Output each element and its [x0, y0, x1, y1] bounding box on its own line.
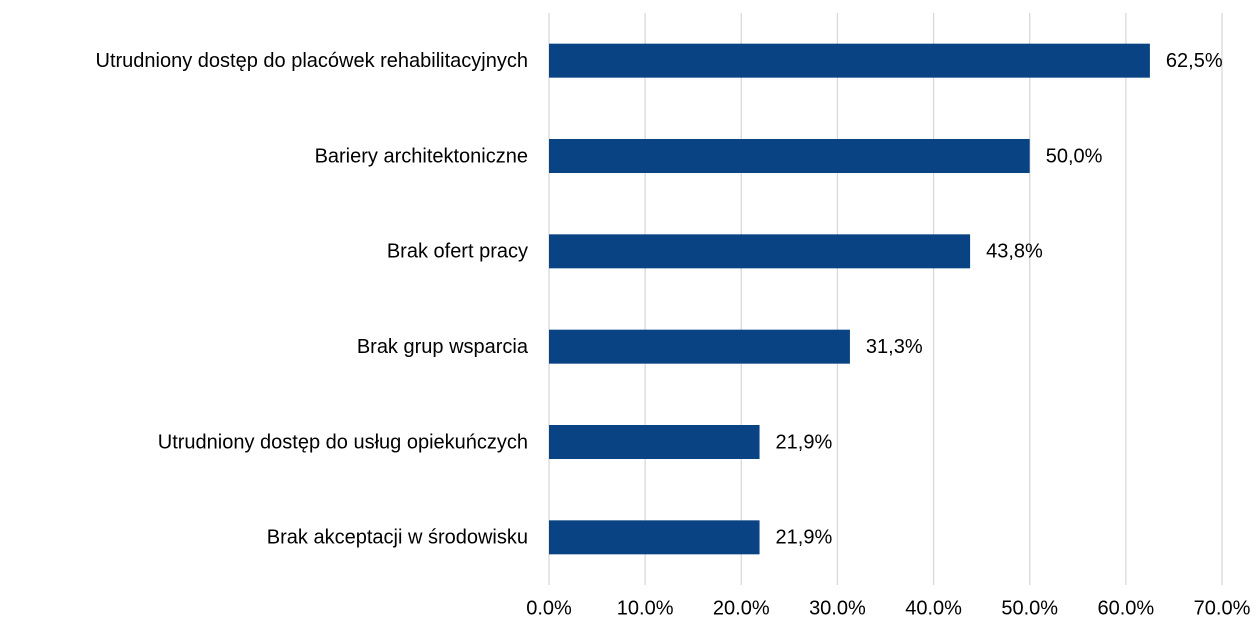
y-tick-label: Bariery architektoniczne	[315, 145, 528, 167]
value-label: 31,3%	[866, 336, 923, 358]
bar	[549, 234, 971, 269]
x-tick-label: 50.0%	[1001, 597, 1058, 619]
bar	[549, 139, 1030, 173]
y-tick-label: Brak ofert pracy	[387, 241, 528, 263]
value-label: 21,9%	[776, 527, 833, 549]
y-tick-label: Brak grup wsparcia	[357, 336, 529, 358]
x-tick-label: 10.0%	[617, 597, 674, 619]
y-tick-label: Brak akceptacji w środowisku	[267, 527, 528, 549]
bar	[549, 425, 760, 459]
value-label: 62,5%	[1166, 50, 1223, 72]
bar	[549, 43, 1150, 78]
y-tick-label: Utrudniony dostęp do usług opiekuńczych	[158, 431, 528, 453]
value-label: 50,0%	[1046, 145, 1103, 167]
value-label: 43,8%	[986, 241, 1043, 263]
x-tick-label: 70.0%	[1194, 597, 1251, 619]
y-tick-label: Utrudniony dostęp do placówek rehabilita…	[96, 50, 528, 72]
x-tick-label: 60.0%	[1097, 597, 1154, 619]
bar	[549, 329, 850, 364]
bar	[549, 520, 760, 555]
value-label: 21,9%	[776, 431, 833, 453]
x-tick-label: 0.0%	[526, 597, 572, 619]
x-tick-label: 30.0%	[809, 597, 866, 619]
x-tick-label: 40.0%	[905, 597, 962, 619]
x-tick-label: 20.0%	[713, 597, 770, 619]
